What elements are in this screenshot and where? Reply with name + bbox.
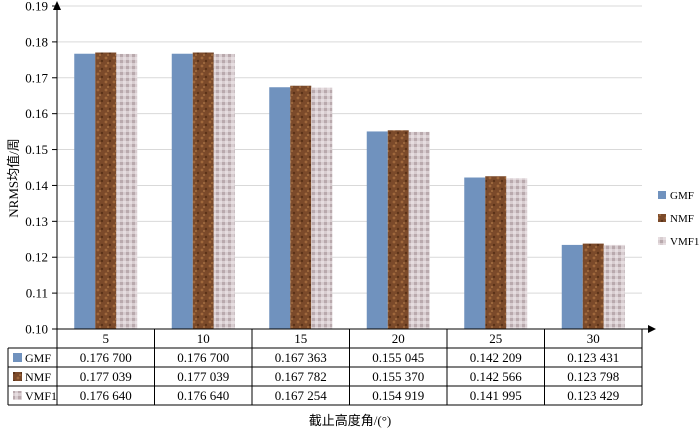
table-series-label: VMF1: [25, 389, 57, 403]
legend-label: VMF1: [670, 236, 699, 248]
x-tick-label: 10: [197, 331, 210, 346]
bar-gmf-15: [269, 87, 291, 330]
y-tick-label: 0.18: [25, 34, 48, 49]
x-tick-label: 20: [392, 331, 405, 346]
y-axis-label: NRMS均值/周: [6, 138, 21, 217]
x-axis-label: 截止高度角/(°): [309, 413, 391, 428]
gridlines: [57, 5, 642, 330]
bar-vmf1-25: [506, 178, 528, 329]
y-tick-label: 0.17: [25, 70, 48, 85]
table-series-label: GMF: [25, 351, 51, 365]
x-tick-label: 30: [587, 331, 600, 346]
legend-label: GMF: [670, 190, 694, 202]
data-label: 0.176 700: [177, 350, 229, 365]
bar-nmf-10: [192, 52, 214, 329]
legend-swatch-nmf: [658, 214, 666, 222]
y-tick-label: 0.10: [25, 322, 48, 337]
bar-gmf-5: [74, 53, 96, 329]
x-tick-label: 5: [103, 331, 110, 346]
bar-gmf-20: [366, 131, 388, 329]
bar-gmf-25: [464, 177, 486, 329]
bar-nmf-15: [290, 85, 312, 329]
data-label: 0.155 045: [372, 350, 424, 365]
table-swatch-nmf: [13, 372, 22, 381]
data-label: 0.176 700: [80, 350, 132, 365]
legend-swatch-gmf: [658, 191, 666, 199]
y-tick-label: 0.19: [25, 0, 48, 14]
legend-swatch-vmf1: [658, 237, 666, 245]
y-tick-label: 0.14: [25, 178, 48, 193]
bar-gmf-10: [171, 53, 193, 329]
data-label: 0.123 798: [567, 369, 619, 384]
data-label: 0.141 995: [470, 388, 522, 403]
data-label: 0.123 429: [567, 388, 619, 403]
y-tick-label: 0.11: [26, 286, 48, 301]
y-tick-label: 0.15: [25, 142, 48, 157]
data-label: 0.142 209: [470, 350, 522, 365]
data-label: 0.123 431: [567, 350, 619, 365]
data-table: 5 10 15 20 25 30 GMF 0.176 700 0.176 700 0.167 36…: [7, 328, 643, 406]
x-axis-arrow: [648, 325, 656, 333]
legend: GMF NMF VMF1: [658, 190, 699, 248]
table-swatch-gmf: [13, 353, 22, 362]
data-label: 0.154 919: [372, 388, 424, 403]
bars: [74, 52, 625, 330]
y-tick-label: 0.13: [25, 214, 48, 229]
bar-vmf1-30: [603, 244, 625, 329]
bar-vmf1-20: [408, 131, 430, 329]
bar-nmf-30: [582, 243, 604, 329]
data-label: 0.167 363: [275, 350, 327, 365]
y-axis-arrow: [53, 1, 61, 10]
y-tick-label: 0.16: [25, 106, 48, 121]
y-tick-label: 0.12: [25, 250, 48, 265]
bar-nmf-20: [387, 130, 409, 329]
bar-vmf1-5: [116, 53, 138, 329]
data-label: 0.167 782: [275, 369, 327, 384]
x-tick-label: 15: [294, 331, 307, 346]
bar-nmf-5: [95, 52, 117, 329]
data-label: 0.177 039: [177, 369, 229, 384]
data-label: 0.142 566: [470, 369, 523, 384]
legend-label: NMF: [670, 213, 694, 225]
table-swatch-vmf1: [13, 391, 22, 400]
x-tick-label: 25: [489, 331, 502, 346]
bar-vmf1-10: [213, 53, 235, 329]
data-label: 0.177 039: [80, 369, 132, 384]
bar-vmf1-15: [311, 87, 333, 329]
data-label: 0.155 370: [372, 369, 424, 384]
data-label: 0.176 640: [177, 388, 229, 403]
bar-nmf-25: [485, 176, 507, 329]
data-label: 0.167 254: [275, 388, 328, 403]
table-series-label: NMF: [25, 370, 51, 384]
data-label: 0.176 640: [80, 388, 132, 403]
bar-gmf-30: [561, 244, 583, 329]
